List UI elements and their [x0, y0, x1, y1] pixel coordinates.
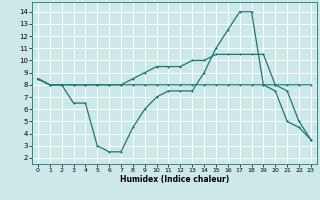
- X-axis label: Humidex (Indice chaleur): Humidex (Indice chaleur): [120, 175, 229, 184]
